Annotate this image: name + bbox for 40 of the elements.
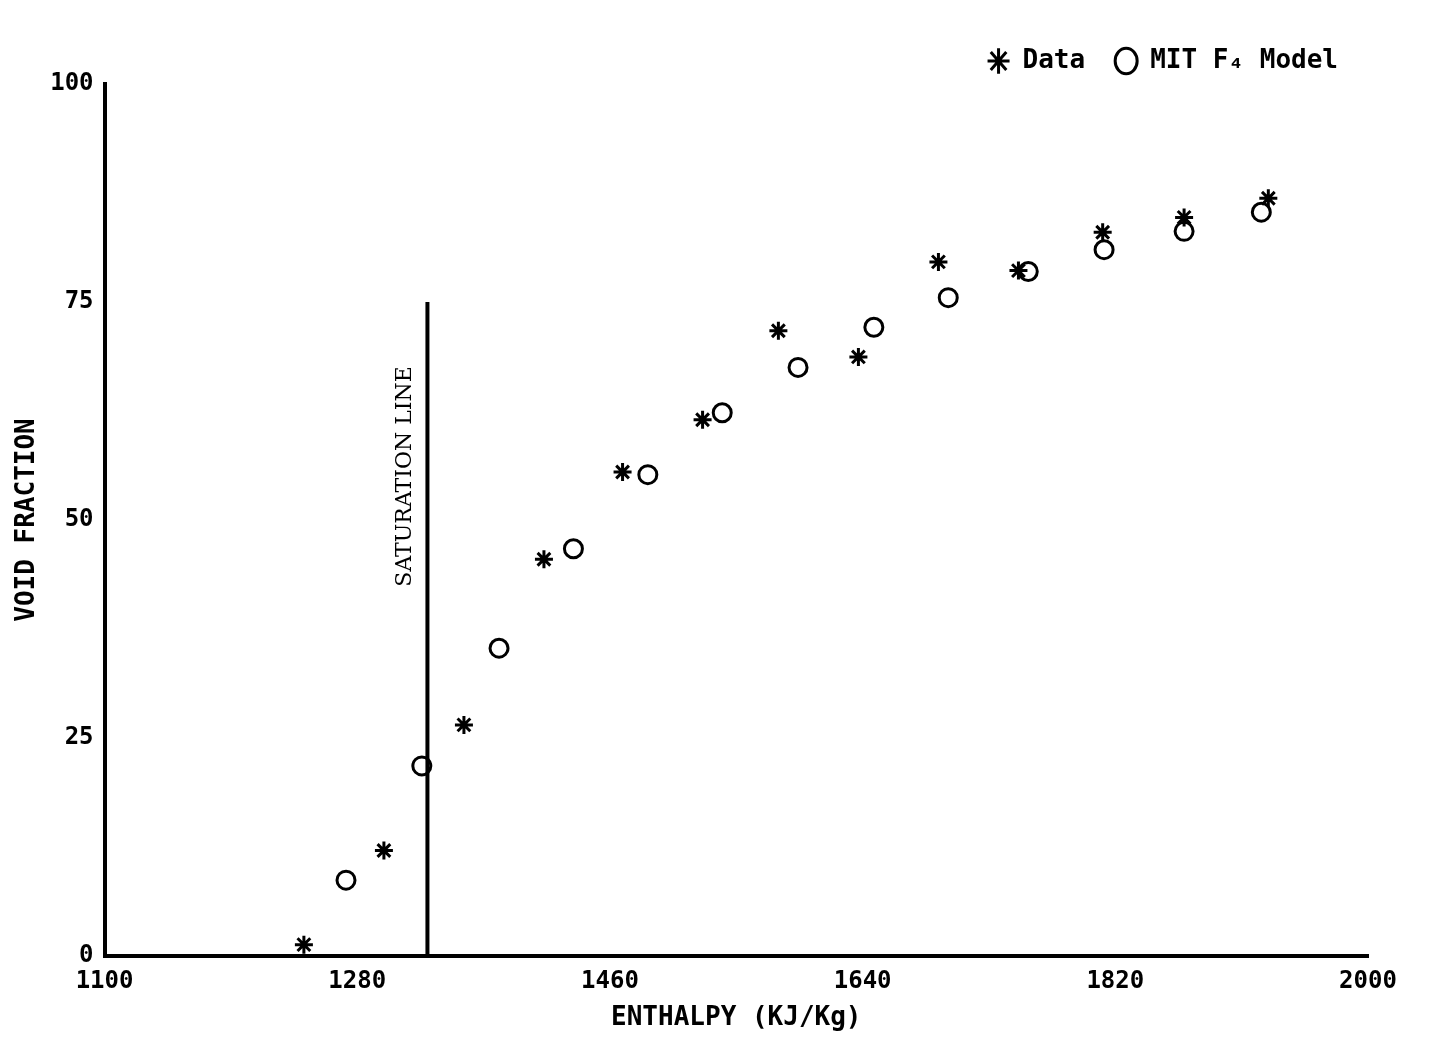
point xyxy=(293,934,315,956)
point xyxy=(692,409,714,431)
point xyxy=(847,346,869,368)
point xyxy=(1017,260,1039,282)
x-tick-label: 1280 xyxy=(328,965,387,994)
point xyxy=(1250,201,1272,223)
point xyxy=(335,869,357,891)
y-axis-title: VOID FRACTION xyxy=(10,418,41,622)
y-tick-label: 100 xyxy=(50,68,94,97)
point xyxy=(787,356,809,378)
y-tick-label: 50 xyxy=(64,504,94,533)
point xyxy=(1093,239,1115,261)
point xyxy=(562,538,584,560)
x-tick-label: 2000 xyxy=(1339,965,1397,994)
point xyxy=(863,316,885,338)
point xyxy=(1092,221,1114,243)
point xyxy=(1007,260,1029,282)
point xyxy=(927,251,949,273)
x-tick-label: 1640 xyxy=(833,965,892,994)
legend-label: MIT F₄ Model xyxy=(1150,43,1338,74)
point xyxy=(411,755,433,777)
legend-label: Data xyxy=(1022,43,1086,74)
y-tick-label: 25 xyxy=(64,722,94,751)
point xyxy=(711,402,733,424)
point xyxy=(937,287,959,309)
y-tick-label: 75 xyxy=(64,286,94,315)
point xyxy=(1257,187,1279,209)
point xyxy=(1173,220,1195,242)
point xyxy=(453,714,475,736)
x-tick-label: 1820 xyxy=(1086,965,1145,994)
x-axis-title: ENTHALPY (KJ/Kg) xyxy=(611,1001,862,1032)
point xyxy=(612,461,634,483)
point xyxy=(373,839,395,861)
point xyxy=(533,548,555,570)
x-tick-label: 1460 xyxy=(581,965,639,994)
point xyxy=(767,320,789,342)
point xyxy=(488,637,510,659)
point xyxy=(637,464,659,486)
ref-line-label: SATURATION LINE xyxy=(391,366,417,587)
point xyxy=(1173,206,1195,228)
